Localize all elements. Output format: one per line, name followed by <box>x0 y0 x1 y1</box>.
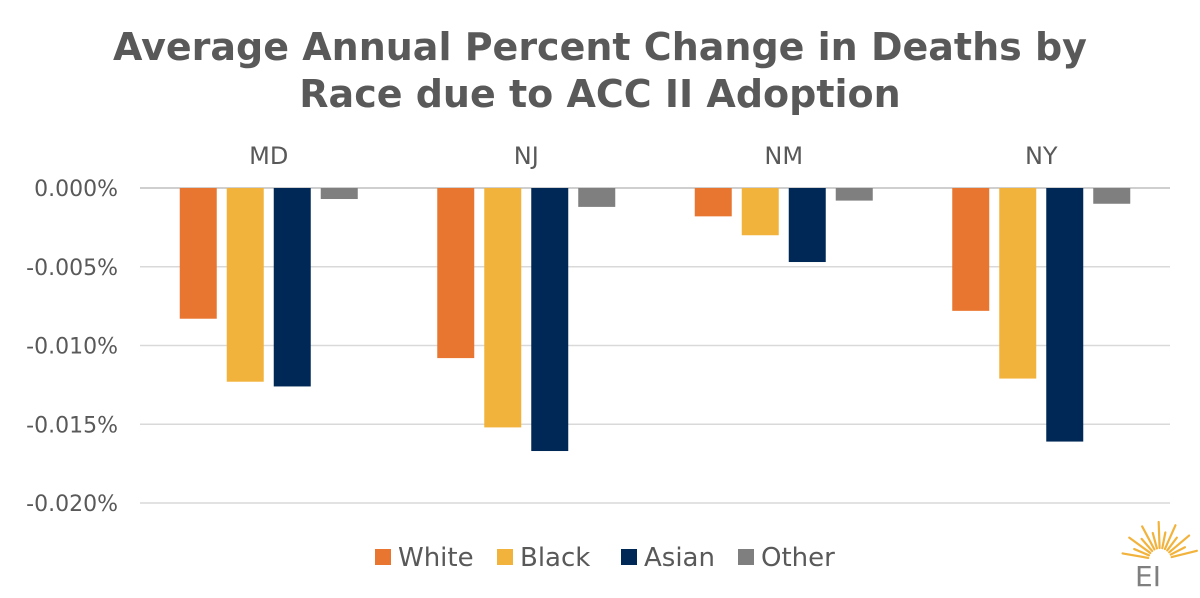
logo-ray <box>1121 552 1150 560</box>
bar-other-md <box>320 188 358 200</box>
logo-ray <box>1169 546 1187 556</box>
bar-black-ny <box>999 188 1037 379</box>
bars <box>179 188 1131 452</box>
category-label: MD <box>249 142 288 170</box>
logo-ray <box>1168 534 1191 554</box>
logo-ray <box>1140 537 1154 553</box>
bar-asian-ny <box>1046 188 1084 442</box>
bar-white-nm <box>694 188 732 217</box>
bar-black-nm <box>741 188 779 236</box>
y-tick-label: -0.020% <box>26 492 118 517</box>
legend-swatch <box>497 549 513 565</box>
bar-white-md <box>179 188 217 319</box>
logo-ray <box>1151 531 1158 550</box>
sunburst-icon <box>1121 520 1198 560</box>
bar-other-nj <box>578 188 616 207</box>
bar-other-ny <box>1093 188 1131 204</box>
y-tick-label: -0.010% <box>26 335 118 360</box>
logo-ray <box>1141 525 1156 551</box>
ei-logo: EI <box>1121 520 1198 593</box>
chart-title-line-1: Average Annual Percent Change in Deaths … <box>113 25 1087 69</box>
legend: White Black Asian Other <box>375 543 835 573</box>
logo-ray <box>1157 520 1161 550</box>
bar-white-nj <box>437 188 475 359</box>
y-tick-label: -0.015% <box>26 413 118 438</box>
category-label: NY <box>1025 142 1058 170</box>
chart-title-line-2: Race due to ACC II Adoption <box>299 72 900 116</box>
bar-asian-md <box>273 188 311 387</box>
bar-black-md <box>226 188 264 382</box>
legend-swatch <box>621 549 637 565</box>
logo-ray <box>1128 536 1152 555</box>
y-tick-label: 0.000% <box>34 177 118 202</box>
category-label: NJ <box>514 142 539 170</box>
logo-ray <box>1133 547 1151 557</box>
logo-text: EI <box>1135 560 1161 593</box>
logo-ray <box>1170 549 1198 559</box>
bar-asian-nj <box>531 188 569 452</box>
legend-swatch <box>738 549 754 565</box>
logo-ray <box>1163 524 1177 551</box>
legend-label: White <box>398 543 474 573</box>
bar-black-nj <box>484 188 522 428</box>
bar-asian-nm <box>788 188 826 263</box>
legend-swatch <box>375 549 391 565</box>
legend-label: Asian <box>644 543 715 573</box>
bar-other-nm <box>835 188 873 201</box>
category-labels: MD NJ NM NY <box>249 142 1058 170</box>
logo-ray <box>1166 536 1178 552</box>
chart-title: Average Annual Percent Change in Deaths … <box>113 25 1087 116</box>
y-axis-ticks: 0.000% -0.005% -0.010% -0.015% -0.020% <box>26 177 118 517</box>
legend-label: Black <box>520 543 590 573</box>
y-tick-label: -0.005% <box>26 256 118 281</box>
bar-white-ny <box>952 188 990 311</box>
gridlines <box>140 187 1170 504</box>
legend-label: Other <box>761 543 835 573</box>
logo-ray <box>1161 531 1167 550</box>
category-label: NM <box>764 142 803 170</box>
